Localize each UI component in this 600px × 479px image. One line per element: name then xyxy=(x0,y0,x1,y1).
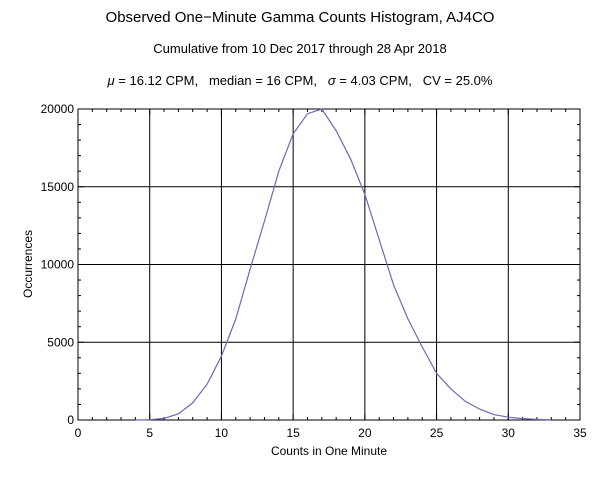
plot-frame xyxy=(77,108,581,421)
x-tick-label: 5 xyxy=(146,426,153,440)
series-line xyxy=(135,108,552,421)
x-tick-label: 25 xyxy=(430,426,444,440)
x-tick-label: 35 xyxy=(573,426,587,440)
chart-subtitle: Cumulative from 10 Dec 2017 through 28 A… xyxy=(153,41,447,56)
x-tick-label: 30 xyxy=(502,426,516,440)
y-tick-label: 20000 xyxy=(41,102,75,116)
sigma-cv-text: = 4.03 CPM, CV = 25.0% xyxy=(335,73,493,88)
chart-stats: μ = 16.12 CPM, median = 16 CPM, σ = 4.03… xyxy=(0,73,600,88)
y-tick-label: 15000 xyxy=(41,180,75,194)
x-tick-label: 20 xyxy=(358,426,372,440)
y-tick-label: 0 xyxy=(67,413,74,427)
x-tick-label: 15 xyxy=(286,426,300,440)
sigma-symbol: σ xyxy=(327,73,336,88)
chart-title: Observed One−Minute Gamma Counts Histogr… xyxy=(105,9,495,26)
y-axis-label: Occurrences xyxy=(21,229,35,299)
mu-median-text: = 16.12 CPM, median = 16 CPM, xyxy=(114,73,328,88)
y-tick-label: 10000 xyxy=(41,258,75,272)
mu-symbol: μ xyxy=(107,73,115,88)
x-tick-label: 0 xyxy=(75,426,82,440)
y-tick-label: 5000 xyxy=(47,335,74,349)
x-axis-label: Counts in One Minute xyxy=(270,444,388,458)
x-tick-label: 10 xyxy=(215,426,229,440)
